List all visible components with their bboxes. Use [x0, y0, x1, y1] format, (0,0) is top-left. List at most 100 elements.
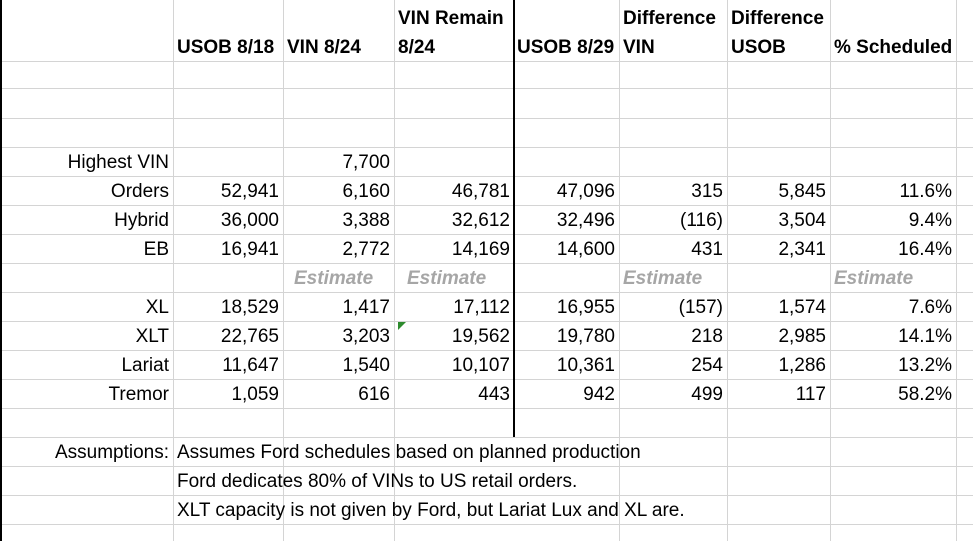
gridline: [727, 0, 728, 541]
gridline: [0, 61, 973, 62]
gridline: [0, 408, 973, 409]
cell-pct[interactable]: 7.6%: [908, 297, 952, 318]
cell-pct[interactable]: 13.2%: [898, 355, 952, 376]
gridline: [0, 321, 973, 322]
gridline: [619, 0, 620, 541]
estimate-label[interactable]: Estimate: [834, 268, 914, 289]
cell-usob829[interactable]: 47,096: [556, 181, 615, 202]
gridline: [830, 0, 831, 541]
cell-pct[interactable]: 16.4%: [898, 239, 952, 260]
highest-vin-label[interactable]: Highest VIN: [67, 152, 169, 173]
comment-indicator-icon: [398, 322, 406, 330]
cell-usob818[interactable]: 52,941: [220, 181, 279, 202]
row-label[interactable]: Hybrid: [114, 210, 169, 231]
cell-remain[interactable]: 14,169: [451, 239, 510, 260]
column-border: [513, 0, 515, 437]
cell-usob829[interactable]: 14,600: [556, 239, 615, 260]
cell-remain[interactable]: 32,612: [451, 210, 510, 231]
row-label[interactable]: Orders: [110, 181, 169, 202]
gridline: [956, 0, 957, 541]
cell-vin824[interactable]: 616: [358, 384, 390, 405]
header-vin-remain-date[interactable]: 8/24: [398, 37, 435, 58]
header-vin-remain[interactable]: VIN Remain: [398, 8, 504, 29]
estimate-label[interactable]: Estimate: [407, 268, 487, 289]
cell-diff-usob[interactable]: 2,341: [778, 239, 826, 260]
cell-usob818[interactable]: 11,647: [222, 355, 279, 376]
cell-usob818[interactable]: 36,000: [220, 210, 279, 231]
header-pct-scheduled[interactable]: % Scheduled: [834, 37, 953, 58]
gridline: [0, 379, 973, 380]
header-difference-vin[interactable]: Difference: [623, 8, 716, 29]
estimate-label[interactable]: Estimate: [623, 268, 703, 289]
cell-remain[interactable]: 46,781: [451, 181, 510, 202]
cell-diff-usob[interactable]: 5,845: [778, 181, 826, 202]
cell-remain[interactable]: 19,562: [451, 326, 510, 347]
row-label[interactable]: EB: [143, 239, 169, 260]
cell-diff-usob[interactable]: 1,574: [778, 297, 826, 318]
header-vin-824[interactable]: VIN 8/24: [287, 37, 361, 58]
assumptions-label[interactable]: Assumptions:: [54, 442, 169, 463]
cell-usob818[interactable]: 1,059: [231, 384, 279, 405]
cell-diff-vin[interactable]: (157): [678, 297, 723, 318]
cell-diff-vin[interactable]: 431: [691, 239, 723, 260]
highest-vin-value[interactable]: 7,700: [342, 152, 390, 173]
gridline: [0, 350, 973, 351]
cell-vin824[interactable]: 1,417: [342, 297, 390, 318]
row-label[interactable]: Tremor: [108, 384, 169, 405]
gridline: [283, 0, 284, 541]
cell-remain[interactable]: 443: [478, 384, 510, 405]
cell-diff-vin[interactable]: 499: [691, 384, 723, 405]
cell-usob829[interactable]: 19,780: [556, 326, 615, 347]
assumption-line[interactable]: XLT capacity is not given by Ford, but L…: [177, 500, 685, 521]
cell-diff-usob[interactable]: 3,504: [778, 210, 826, 231]
row-label[interactable]: XL: [145, 297, 169, 318]
cell-usob829[interactable]: 16,955: [556, 297, 615, 318]
cell-pct[interactable]: 58.2%: [898, 384, 952, 405]
gridline: [394, 0, 395, 541]
gridline: [0, 437, 973, 438]
cell-usob818[interactable]: 22,765: [220, 326, 279, 347]
gridline: [0, 234, 973, 235]
cell-diff-vin[interactable]: 218: [691, 326, 723, 347]
gridline: [0, 495, 973, 496]
header-usob-818[interactable]: USOB 8/18: [177, 37, 275, 58]
cell-vin824[interactable]: 3,203: [342, 326, 390, 347]
cell-vin824[interactable]: 2,772: [342, 239, 390, 260]
cell-vin824[interactable]: 6,160: [342, 181, 390, 202]
gridline: [0, 205, 973, 206]
cell-diff-vin[interactable]: 315: [691, 181, 723, 202]
cell-usob829[interactable]: 32,496: [556, 210, 615, 231]
cell-diff-usob[interactable]: 1,286: [778, 355, 826, 376]
gridline: [0, 118, 973, 119]
assumption-line[interactable]: Assumes Ford schedules based on planned …: [177, 442, 641, 463]
cell-diff-usob[interactable]: 117: [795, 384, 826, 405]
cell-diff-vin[interactable]: (116): [680, 210, 723, 231]
cell-usob818[interactable]: 16,941: [220, 239, 279, 260]
header-difference-usob-sub[interactable]: USOB: [731, 37, 786, 58]
assumption-line[interactable]: Ford dedicates 80% of VINs to US retail …: [177, 471, 578, 492]
header-difference-usob[interactable]: Difference: [731, 8, 824, 29]
estimate-label[interactable]: Estimate: [294, 268, 374, 289]
left-edge: [0, 0, 2, 541]
cell-vin824[interactable]: 1,540: [342, 355, 390, 376]
cell-diff-vin[interactable]: 254: [691, 355, 723, 376]
cell-usob818[interactable]: 18,529: [220, 297, 279, 318]
gridline: [0, 466, 973, 467]
cell-usob829[interactable]: 10,361: [556, 355, 615, 376]
row-label[interactable]: Lariat: [121, 355, 169, 376]
row-label[interactable]: XLT: [135, 326, 169, 347]
gridline: [0, 524, 973, 525]
cell-usob829[interactable]: 942: [583, 384, 615, 405]
cell-remain[interactable]: 17,112: [453, 297, 510, 318]
gridline: [0, 88, 973, 89]
cell-diff-usob[interactable]: 2,985: [778, 326, 826, 347]
cell-pct[interactable]: 14.1%: [898, 326, 952, 347]
header-usob-829[interactable]: USOB 8/29: [517, 37, 615, 58]
cell-vin824[interactable]: 3,388: [342, 210, 390, 231]
cell-pct[interactable]: 9.4%: [908, 210, 952, 231]
header-difference-vin-sub[interactable]: VIN: [623, 37, 655, 58]
cell-remain[interactable]: 10,107: [451, 355, 510, 376]
gridline: [173, 0, 174, 541]
cell-pct[interactable]: 11.6%: [899, 181, 952, 202]
